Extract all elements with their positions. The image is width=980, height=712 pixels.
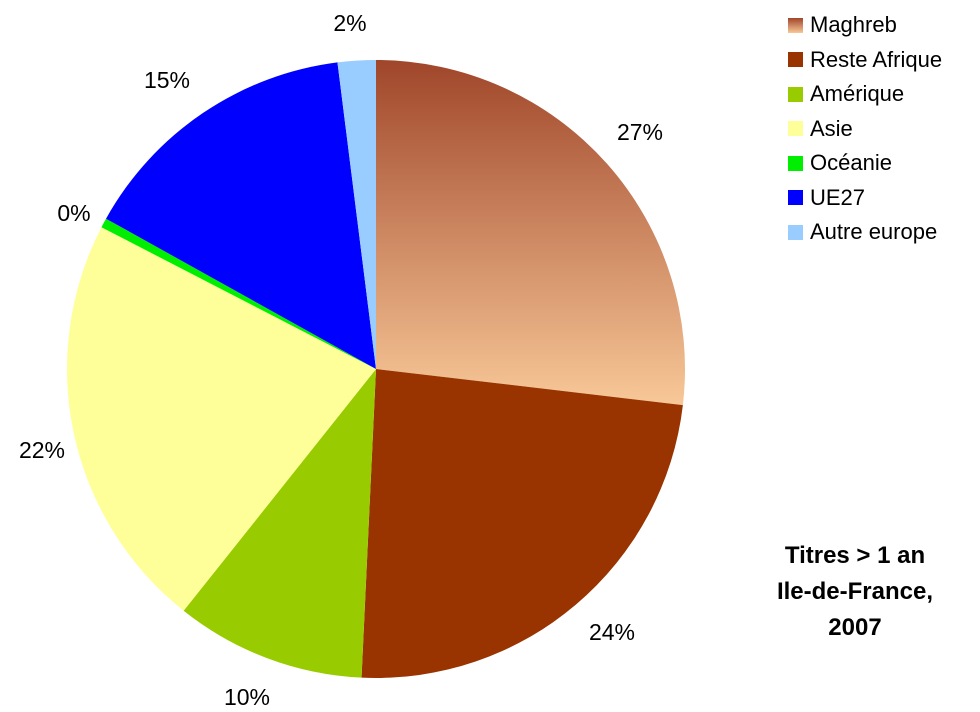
legend-item-autre-europe: Autre europe (788, 215, 942, 250)
legend-swatch-icon (788, 17, 803, 33)
legend-item-maghreb: Maghreb (788, 8, 942, 43)
chart-title-line-1: Titres > 1 an (784, 542, 926, 569)
slice-label-maghreb: 27% (617, 119, 663, 145)
slice-label-amerique: 10% (224, 684, 270, 710)
legend-label: Autre europe (810, 219, 938, 245)
legend-item-reste-afrique: Reste Afrique (788, 43, 942, 78)
pie-slice-autre-europe (337, 60, 376, 369)
pie-slices (66, 60, 686, 678)
slice-label-oceanie: 0% (57, 200, 90, 226)
legend-item-oceanie: Océanie (788, 146, 942, 181)
slice-label-reste-afrique: 24% (589, 619, 635, 645)
legend-swatch-icon (788, 52, 803, 68)
pie-slice-ue27 (106, 62, 377, 369)
legend-label: Maghreb (810, 12, 897, 38)
legend-item-asie: Asie (788, 112, 942, 147)
slice-label-ue27: 15% (144, 67, 190, 93)
legend-item-amerique: Amérique (788, 77, 942, 112)
legend-label: Reste Afrique (810, 46, 943, 72)
pie-slice-reste-afrique (361, 369, 683, 678)
legend-swatch-icon (788, 86, 803, 102)
pie-slice-amerique (183, 369, 376, 678)
legend-swatch-icon (788, 224, 803, 240)
legend-item-ue27: UE27 (788, 181, 942, 216)
legend-label: Amérique (810, 81, 905, 107)
chart-title-line-3: 2007 (828, 614, 882, 641)
legend-label: Océanie (810, 150, 892, 176)
slice-label-autre-europe: 2% (333, 10, 366, 36)
chart-legend: Maghreb Reste Afrique Amérique Asie Océanie U… (788, 8, 942, 250)
slice-label-asie: 22% (19, 437, 65, 463)
pie-percentage-labels: 27% 24% 10% 22% 0% 15% 2% (19, 10, 663, 710)
legend-swatch-icon (788, 155, 803, 171)
legend-label: Asie (810, 115, 853, 141)
legend-swatch-icon (788, 190, 803, 206)
pie-slice-oceanie (101, 218, 376, 369)
pie-slice-asie (66, 227, 377, 611)
chart-title-line-2: Ile-de-France, (776, 578, 934, 605)
legend-swatch-icon (788, 121, 803, 137)
legend-label: UE27 (810, 184, 866, 210)
chart-title: Titres > 1 an Ile-de-France, 2007 (740, 538, 970, 646)
pie-slice-maghreb (376, 60, 686, 406)
